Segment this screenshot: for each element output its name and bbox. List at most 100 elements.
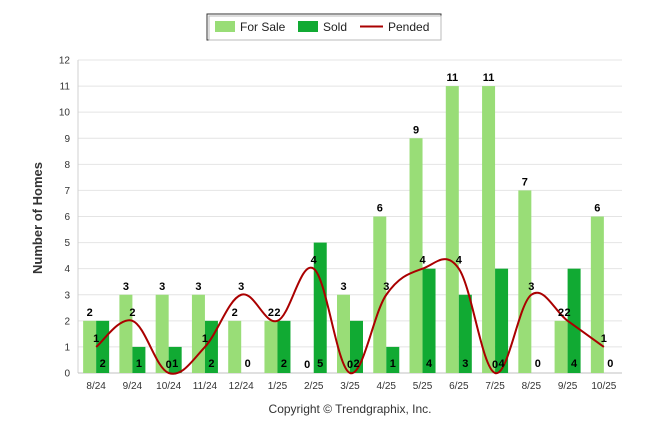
- label-pended-8/25: 3: [528, 281, 534, 293]
- bar-sold-2/25: [313, 242, 327, 373]
- y-tick-label: 1: [64, 342, 70, 353]
- bar-for-sale-10/24: [155, 294, 169, 373]
- bars: [83, 86, 604, 373]
- x-tick-labels: 8/24 9/24 10/24 11/24 12/24 1/25 2/25 3/25 4/25 5…: [86, 381, 616, 392]
- bar-for-sale-7/25: [482, 86, 496, 373]
- label-pended-4/25: 3: [383, 281, 389, 293]
- label-for-sale-6/25: 11: [446, 72, 458, 84]
- label-pended-10/24: 0: [166, 359, 172, 371]
- bar-for-sale-5/25: [409, 138, 423, 373]
- bar-for-sale-1/25: [264, 320, 278, 373]
- legend-border: [206, 13, 442, 41]
- label-pended-1/25: 2: [274, 307, 280, 319]
- label-sold-1/25: 2: [281, 358, 287, 370]
- x-tick-label-1/25: 1/25: [268, 381, 288, 392]
- x-tick-label-9/25: 9/25: [558, 381, 578, 392]
- x-tick-label-10/25: 10/25: [591, 381, 616, 392]
- x-tick-label-5/25: 5/25: [413, 381, 433, 392]
- legend-swatch-for-sale: [215, 21, 235, 32]
- y-tick-label: 9: [64, 134, 70, 145]
- x-tick-label-8/25: 8/25: [522, 381, 542, 392]
- x-tick-label-6/25: 6/25: [449, 381, 469, 392]
- label-sold-8/25: 0: [535, 358, 541, 370]
- x-tick-label-10/24: 10/24: [156, 381, 181, 392]
- label-sold-8/24: 2: [100, 358, 106, 370]
- label-sold-5/25: 4: [426, 358, 433, 370]
- y-tick-label: 11: [60, 82, 71, 93]
- x-tick-label-3/25: 3/25: [340, 381, 360, 392]
- x-tick-label-12/24: 12/24: [229, 381, 254, 392]
- y-tick-label: 5: [64, 238, 70, 249]
- label-for-sale-7/25: 11: [483, 72, 495, 84]
- label-pended-11/24: 1: [202, 333, 208, 345]
- label-for-sale-3/25: 3: [340, 281, 346, 293]
- bar-sold-10/24: [168, 346, 182, 373]
- label-sold-12/24: 0: [245, 358, 251, 370]
- x-tick-label-11/24: 11/24: [193, 381, 218, 392]
- y-tick-label: 8: [64, 160, 70, 171]
- x-tick-label-8/24: 8/24: [86, 381, 106, 392]
- label-sold-9/24: 1: [136, 358, 142, 370]
- legend-swatch-sold: [298, 21, 318, 32]
- label-for-sale-2/25: 0: [304, 359, 310, 371]
- x-tick-label-9/24: 9/24: [123, 381, 143, 392]
- y-tick-label: 6: [64, 212, 70, 223]
- y-tick-label: 0: [64, 369, 70, 380]
- label-sold-2/25: 5: [317, 358, 323, 370]
- legend-label-sold: Sold: [323, 20, 347, 34]
- copyright-text: Copyright © Trendgraphix, Inc.: [269, 402, 432, 416]
- bar-sold-1/25: [277, 320, 291, 373]
- label-for-sale-9/25: 2: [558, 307, 564, 319]
- label-pended-8/24: 1: [93, 333, 99, 345]
- bar-for-sale-4/25: [373, 216, 387, 373]
- label-for-sale-4/25: 6: [377, 203, 383, 215]
- legend: For Sale Sold Pended: [206, 13, 442, 41]
- label-for-sale-11/24: 3: [195, 281, 201, 293]
- bar-sold-5/25: [422, 268, 436, 373]
- label-pended-9/24: 2: [129, 307, 135, 319]
- label-pended-5/25: 4: [419, 255, 426, 267]
- bar-for-sale-11/24: [191, 294, 205, 373]
- legend-label-pended: Pended: [388, 20, 429, 34]
- label-for-sale-9/24: 3: [123, 281, 129, 293]
- legend-label-for-sale: For Sale: [240, 20, 286, 34]
- bar-sold-7/25: [495, 268, 509, 373]
- label-sold-6/25: 3: [462, 358, 468, 370]
- bar-for-sale-9/25: [554, 320, 568, 373]
- label-for-sale-8/25: 7: [522, 176, 528, 188]
- pended-line: [95, 258, 605, 375]
- bar-for-sale-8/24: [83, 320, 97, 373]
- label-sold-11/24: 2: [208, 358, 214, 370]
- label-sold-7/25: 4: [499, 358, 506, 370]
- bar-sold-9/24: [132, 346, 146, 373]
- bar-sold-4/25: [386, 346, 400, 373]
- label-for-sale-10/24: 3: [159, 281, 165, 293]
- bar-for-sale-9/24: [119, 294, 133, 373]
- y-tick-label: 2: [64, 316, 70, 327]
- x-tick-label-2/25: 2/25: [304, 381, 324, 392]
- label-for-sale-8/24: 2: [87, 307, 93, 319]
- bar-sold-3/25: [350, 320, 363, 373]
- label-sold-9/25: 4: [571, 358, 578, 370]
- label-pended-9/25: 2: [565, 307, 571, 319]
- label-for-sale-12/24: 2: [232, 307, 238, 319]
- y-tick-label: 3: [64, 290, 70, 301]
- y-axis-label: Number of Homes: [30, 162, 45, 274]
- label-sold-4/25: 1: [390, 358, 396, 370]
- label-for-sale-10/25: 6: [594, 203, 600, 215]
- label-pended-2/25: 4: [311, 255, 318, 267]
- label-pended-6/25: 4: [456, 255, 463, 267]
- label-sold-3/25: 2: [353, 358, 359, 370]
- y-tick-label: 7: [64, 186, 70, 197]
- label-pended-10/25: 1: [601, 333, 607, 345]
- y-tick-label: 4: [64, 264, 70, 275]
- bar-for-sale-12/24: [228, 320, 242, 373]
- legend-shadow: [208, 15, 442, 41]
- pended-line-layer: [95, 258, 605, 375]
- label-pended-7/25: 0: [492, 359, 498, 371]
- label-for-sale-5/25: 9: [413, 124, 419, 136]
- label-pended-3/25: 0: [347, 359, 353, 371]
- label-for-sale-1/25: 2: [268, 307, 274, 319]
